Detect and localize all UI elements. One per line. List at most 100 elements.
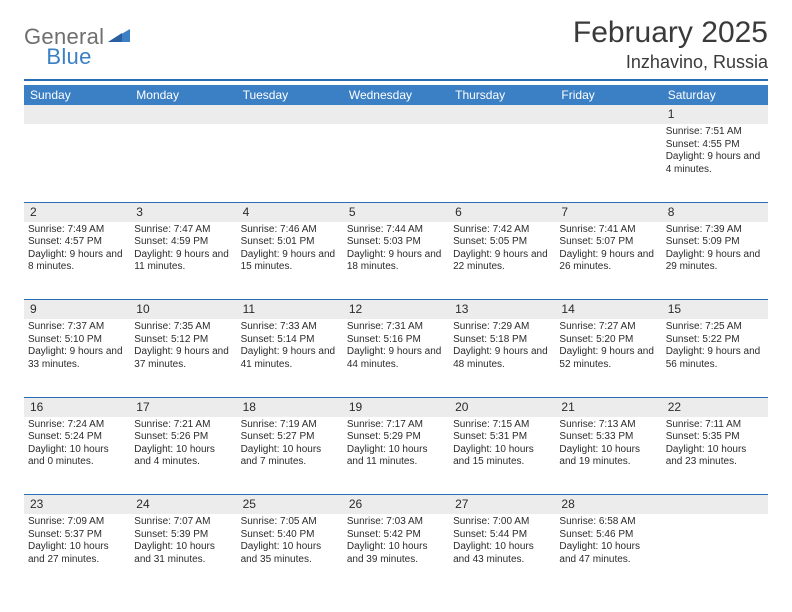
day-number: 20 bbox=[449, 397, 555, 417]
day-number: 16 bbox=[24, 397, 130, 417]
daylight-text: Daylight: 10 hours and 11 minutes. bbox=[347, 444, 445, 469]
day-details: Sunrise: 7:11 AMSunset: 5:35 PMDaylight:… bbox=[666, 417, 764, 469]
day-details: Sunrise: 7:13 AMSunset: 5:33 PMDaylight:… bbox=[559, 417, 657, 469]
sunset-text: Sunset: 5:16 PM bbox=[347, 334, 445, 347]
day-number: 6 bbox=[449, 202, 555, 222]
day-number-row: 16171819202122 bbox=[24, 397, 768, 417]
day-number bbox=[555, 105, 661, 124]
daylight-text: Daylight: 10 hours and 31 minutes. bbox=[134, 541, 232, 566]
day-details: Sunrise: 7:17 AMSunset: 5:29 PMDaylight:… bbox=[347, 417, 445, 469]
daylight-text: Daylight: 9 hours and 22 minutes. bbox=[453, 249, 551, 274]
daylight-text: Daylight: 10 hours and 0 minutes. bbox=[28, 444, 126, 469]
day-number: 2 bbox=[24, 202, 130, 222]
sunrise-text: Sunrise: 7:42 AM bbox=[453, 224, 551, 237]
day-cell: Sunrise: 6:58 AMSunset: 5:46 PMDaylight:… bbox=[555, 514, 661, 592]
daylight-text: Daylight: 9 hours and 44 minutes. bbox=[347, 346, 445, 371]
day-number: 25 bbox=[237, 495, 343, 515]
day-details: Sunrise: 7:27 AMSunset: 5:20 PMDaylight:… bbox=[559, 319, 657, 371]
day-cell: Sunrise: 7:42 AMSunset: 5:05 PMDaylight:… bbox=[449, 222, 555, 300]
day-number: 22 bbox=[662, 397, 768, 417]
day-number: 7 bbox=[555, 202, 661, 222]
sunset-text: Sunset: 5:07 PM bbox=[559, 236, 657, 249]
day-number-row: 2345678 bbox=[24, 202, 768, 222]
weekday-header: Wednesday bbox=[343, 85, 449, 105]
daylight-text: Daylight: 9 hours and 37 minutes. bbox=[134, 346, 232, 371]
day-content-row: Sunrise: 7:09 AMSunset: 5:37 PMDaylight:… bbox=[24, 514, 768, 592]
day-details: Sunrise: 7:47 AMSunset: 4:59 PMDaylight:… bbox=[134, 222, 232, 274]
day-number bbox=[130, 105, 236, 124]
day-cell bbox=[662, 514, 768, 592]
sunrise-text: Sunrise: 7:15 AM bbox=[453, 419, 551, 432]
header: General Blue February 2025 Inzhavino, Ru… bbox=[24, 16, 768, 73]
sunset-text: Sunset: 4:57 PM bbox=[28, 236, 126, 249]
sunrise-text: Sunrise: 7:24 AM bbox=[28, 419, 126, 432]
daylight-text: Daylight: 10 hours and 23 minutes. bbox=[666, 444, 764, 469]
day-cell: Sunrise: 7:51 AMSunset: 4:55 PMDaylight:… bbox=[662, 124, 768, 202]
day-content-row: Sunrise: 7:49 AMSunset: 4:57 PMDaylight:… bbox=[24, 222, 768, 300]
page-subtitle: Inzhavino, Russia bbox=[573, 52, 768, 73]
weekday-header: Monday bbox=[130, 85, 236, 105]
day-details: Sunrise: 7:05 AMSunset: 5:40 PMDaylight:… bbox=[241, 514, 339, 566]
day-details: Sunrise: 7:29 AMSunset: 5:18 PMDaylight:… bbox=[453, 319, 551, 371]
sunset-text: Sunset: 5:05 PM bbox=[453, 236, 551, 249]
day-details: Sunrise: 7:25 AMSunset: 5:22 PMDaylight:… bbox=[666, 319, 764, 371]
day-number: 19 bbox=[343, 397, 449, 417]
weekday-header: Saturday bbox=[662, 85, 768, 105]
day-number: 4 bbox=[237, 202, 343, 222]
daylight-text: Daylight: 9 hours and 8 minutes. bbox=[28, 249, 126, 274]
day-cell: Sunrise: 7:44 AMSunset: 5:03 PMDaylight:… bbox=[343, 222, 449, 300]
page-title: February 2025 bbox=[573, 16, 768, 50]
day-number: 18 bbox=[237, 397, 343, 417]
day-number: 23 bbox=[24, 495, 130, 515]
sunset-text: Sunset: 5:18 PM bbox=[453, 334, 551, 347]
day-cell bbox=[449, 124, 555, 202]
day-number: 28 bbox=[555, 495, 661, 515]
day-cell: Sunrise: 7:21 AMSunset: 5:26 PMDaylight:… bbox=[130, 417, 236, 495]
daylight-text: Daylight: 9 hours and 52 minutes. bbox=[559, 346, 657, 371]
sunset-text: Sunset: 5:09 PM bbox=[666, 236, 764, 249]
calendar-head: SundayMondayTuesdayWednesdayThursdayFrid… bbox=[24, 85, 768, 105]
daylight-text: Daylight: 9 hours and 29 minutes. bbox=[666, 249, 764, 274]
daylight-text: Daylight: 9 hours and 56 minutes. bbox=[666, 346, 764, 371]
sunset-text: Sunset: 4:55 PM bbox=[666, 139, 764, 152]
daylight-text: Daylight: 9 hours and 48 minutes. bbox=[453, 346, 551, 371]
sunrise-text: Sunrise: 7:19 AM bbox=[241, 419, 339, 432]
day-details: Sunrise: 7:15 AMSunset: 5:31 PMDaylight:… bbox=[453, 417, 551, 469]
sunset-text: Sunset: 5:39 PM bbox=[134, 529, 232, 542]
daylight-text: Daylight: 9 hours and 26 minutes. bbox=[559, 249, 657, 274]
sunset-text: Sunset: 5:44 PM bbox=[453, 529, 551, 542]
day-number: 15 bbox=[662, 300, 768, 320]
sunrise-text: Sunrise: 7:33 AM bbox=[241, 321, 339, 334]
daylight-text: Daylight: 10 hours and 43 minutes. bbox=[453, 541, 551, 566]
sunset-text: Sunset: 5:31 PM bbox=[453, 431, 551, 444]
day-details: Sunrise: 7:35 AMSunset: 5:12 PMDaylight:… bbox=[134, 319, 232, 371]
weekday-header: Tuesday bbox=[237, 85, 343, 105]
sunset-text: Sunset: 5:29 PM bbox=[347, 431, 445, 444]
day-cell: Sunrise: 7:35 AMSunset: 5:12 PMDaylight:… bbox=[130, 319, 236, 397]
day-cell: Sunrise: 7:05 AMSunset: 5:40 PMDaylight:… bbox=[237, 514, 343, 592]
day-number: 8 bbox=[662, 202, 768, 222]
divider bbox=[24, 79, 768, 81]
day-details: Sunrise: 7:49 AMSunset: 4:57 PMDaylight:… bbox=[28, 222, 126, 274]
title-block: February 2025 Inzhavino, Russia bbox=[573, 16, 768, 73]
day-cell: Sunrise: 7:31 AMSunset: 5:16 PMDaylight:… bbox=[343, 319, 449, 397]
day-number: 21 bbox=[555, 397, 661, 417]
sunrise-text: Sunrise: 7:21 AM bbox=[134, 419, 232, 432]
sunrise-text: Sunrise: 7:49 AM bbox=[28, 224, 126, 237]
sunset-text: Sunset: 5:22 PM bbox=[666, 334, 764, 347]
day-cell: Sunrise: 7:33 AMSunset: 5:14 PMDaylight:… bbox=[237, 319, 343, 397]
day-number: 13 bbox=[449, 300, 555, 320]
sunset-text: Sunset: 5:20 PM bbox=[559, 334, 657, 347]
daylight-text: Daylight: 9 hours and 11 minutes. bbox=[134, 249, 232, 274]
day-number: 11 bbox=[237, 300, 343, 320]
daylight-text: Daylight: 10 hours and 35 minutes. bbox=[241, 541, 339, 566]
sunrise-text: Sunrise: 7:11 AM bbox=[666, 419, 764, 432]
sunset-text: Sunset: 5:46 PM bbox=[559, 529, 657, 542]
day-cell: Sunrise: 7:03 AMSunset: 5:42 PMDaylight:… bbox=[343, 514, 449, 592]
day-details: Sunrise: 6:58 AMSunset: 5:46 PMDaylight:… bbox=[559, 514, 657, 566]
day-details: Sunrise: 7:09 AMSunset: 5:37 PMDaylight:… bbox=[28, 514, 126, 566]
sunrise-text: Sunrise: 7:29 AM bbox=[453, 321, 551, 334]
sunrise-text: Sunrise: 7:03 AM bbox=[347, 516, 445, 529]
day-cell: Sunrise: 7:00 AMSunset: 5:44 PMDaylight:… bbox=[449, 514, 555, 592]
day-details: Sunrise: 7:19 AMSunset: 5:27 PMDaylight:… bbox=[241, 417, 339, 469]
